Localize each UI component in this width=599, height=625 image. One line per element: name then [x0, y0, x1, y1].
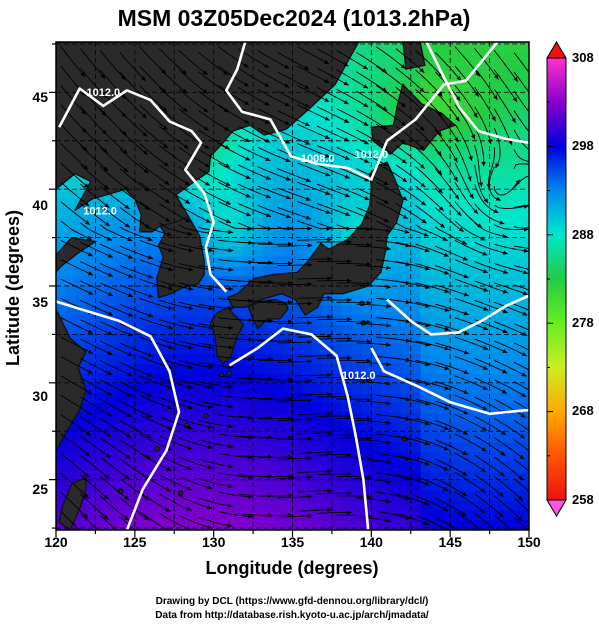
x-tick-label: 135	[281, 534, 305, 550]
colorbar-tick-label: 268	[572, 403, 594, 418]
colorbar-tick-label: 288	[572, 227, 594, 242]
credits: Drawing by DCL (https://www.gfd-dennou.o…	[155, 596, 429, 621]
colorbar-tick-label: 308	[572, 50, 594, 65]
x-tick-label: 150	[517, 534, 541, 550]
wind-streamlines	[60, 46, 529, 530]
colorbar-max-triangle	[546, 41, 567, 59]
colorbar: 308 298 288 278 268 258	[546, 41, 594, 517]
pressure-contours: 1012.0 1008.0 1012.0 1012.0 1012.0	[56, 42, 529, 530]
x-tick-label: 140	[360, 534, 384, 550]
y-tick-label: 25	[32, 481, 48, 497]
x-tick-label: 125	[123, 534, 147, 550]
credit-data: Data from http://database.rish.kyoto-u.a…	[155, 610, 429, 621]
colorbar-min-triangle	[546, 499, 567, 517]
y-axis: 25 30 35 40 45 Latitude (degrees)	[3, 43, 56, 529]
y-tick-label: 45	[32, 89, 48, 105]
x-tick-label: 120	[44, 534, 68, 550]
isobar-label: 1012.0	[83, 205, 117, 217]
y-tick-label: 40	[32, 197, 48, 213]
isobar-label: 1012.0	[86, 87, 120, 99]
y-tick-label: 35	[32, 294, 48, 310]
isobar-label: 1008.0	[301, 153, 335, 165]
isobar-label: 1012.0	[342, 370, 376, 382]
plot-area: 1012.0 1008.0 1012.0 1012.0 1012.0	[55, 41, 530, 531]
colorbar-tick-label: 258	[572, 492, 594, 507]
colorbar-tick-label: 298	[572, 138, 594, 153]
map-title: MSM 03Z05Dec2024 (1013.2hPa)	[118, 5, 471, 31]
x-tick-label: 130	[202, 534, 226, 550]
credit-drawing: Drawing by DCL (https://www.gfd-dennou.o…	[156, 596, 429, 607]
isobar-label: 1012.0	[354, 149, 388, 161]
x-tick-label: 145	[439, 534, 463, 550]
x-axis: 120 125 130 135 140 145 150 Longitude (d…	[44, 530, 541, 578]
y-axis-label: Latitude (degrees)	[3, 210, 23, 366]
colorbar-tick-label: 278	[572, 315, 594, 330]
coastlines	[56, 42, 457, 530]
colorbar-ticks	[547, 57, 553, 501]
y-tick-label: 30	[32, 388, 48, 404]
x-axis-label: Longitude (degrees)	[205, 558, 378, 578]
